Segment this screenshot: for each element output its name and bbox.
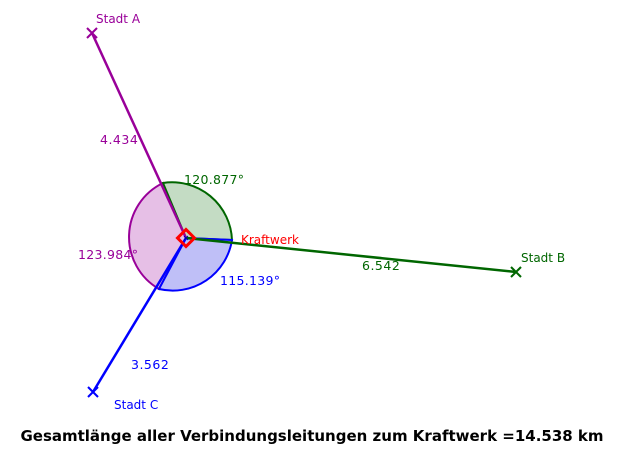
total-length-caption: Gesamtlänge aller Verbindungsleitungen z… — [20, 427, 603, 445]
angle-a-b-label: 120.877° — [184, 172, 244, 187]
point-c-label: Stadt C — [114, 398, 158, 412]
segment-k-c-length: 3.562 — [131, 357, 169, 372]
segment-k-b-length: 6.542 — [362, 258, 400, 273]
point-a-label: Stadt A — [96, 12, 141, 26]
point-b-label: Stadt B — [521, 251, 565, 265]
point-a-marker[interactable] — [86, 27, 98, 39]
angle-sector-a-b — [161, 181, 234, 242]
point-c-marker[interactable] — [87, 386, 99, 398]
angle-b-c-label: 115.139° — [220, 273, 280, 288]
kraftwerk-marker[interactable] — [175, 227, 197, 249]
angle-sector-b-c — [157, 236, 234, 292]
kraftwerk-label: Kraftwerk — [241, 233, 299, 247]
angle-c-a-label: 123.984° — [78, 247, 138, 262]
segment-k-a-length: 4.434 — [100, 132, 138, 147]
segment-k-b — [185, 236, 517, 274]
point-b-marker[interactable] — [510, 266, 522, 278]
segment-k-c — [91, 237, 188, 393]
segment-k-a — [90, 32, 188, 239]
